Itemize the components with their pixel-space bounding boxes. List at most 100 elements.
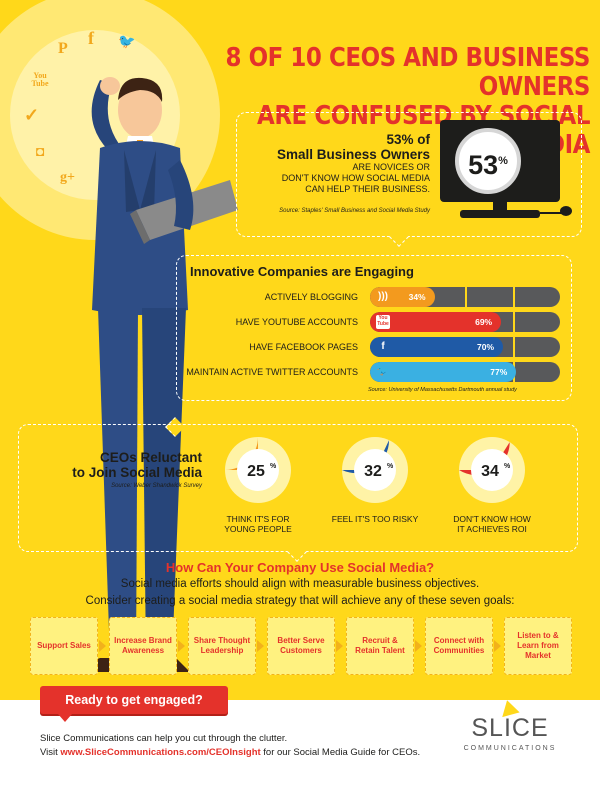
donut-value: 34 (481, 463, 499, 480)
bar-label: ACTIVELY BLOGGING (264, 292, 358, 302)
bar-value: 77% (490, 367, 508, 377)
donut-label-line-1: THINK IT'S FOR (226, 514, 290, 524)
bar-gridline (512, 312, 515, 332)
businessman-illustration (88, 77, 238, 672)
goal-arrow-icon (178, 640, 185, 652)
footer-line-1: Slice Communications can help you cut th… (40, 733, 288, 744)
bar-value: 70% (477, 342, 495, 352)
donut-label-line-1: FEEL IT'S TOO RISKY (331, 514, 419, 524)
goal-box: Recruit & Retain Talent (346, 617, 414, 675)
twitter-icon: 🐦 (118, 35, 136, 50)
donut-value: 25 (247, 463, 265, 480)
footer-line-2-post: for our Social Media Guide for CEOs. (260, 747, 421, 758)
donut-percent-sign: % (504, 463, 511, 470)
donut-label-line-2: YOUNG PEOPLE (224, 524, 292, 534)
small-business-text: ARE NOVICES OR DON'T KNOW HOW SOCIAL MED… (250, 162, 430, 195)
text-line-2: DON'T KNOW HOW SOCIAL MEDIA (281, 173, 430, 183)
how-line-2: Consider creating a social media strateg… (85, 595, 515, 607)
checkmark-icon: ✓ (24, 105, 40, 125)
donut-value: 32 (364, 463, 382, 480)
bar-fill (370, 362, 517, 382)
small-business-headline: 53% of Small Business Owners (250, 132, 430, 162)
googleplus-icon: g+ (60, 170, 75, 185)
ceos-source: Source: Weber Shandwick Survey (111, 483, 202, 489)
instagram-icon: ◘ (36, 145, 45, 160)
goal-box: Better Serve Customers (267, 617, 335, 675)
donut-percent-sign: % (270, 463, 277, 470)
innovative-source: Source: University of Massachusetts Dart… (368, 387, 517, 393)
donut-label-line-2: IT ACHIEVES ROI (457, 524, 527, 534)
text-line-3: CAN HELP THEIR BUSINESS. (305, 184, 430, 194)
goal-box: Listen to & Learn from Market (504, 617, 572, 675)
goal-arrow-icon (257, 640, 264, 652)
bar-label: HAVE FACEBOOK PAGES (249, 342, 358, 352)
percent-number: 53 (468, 150, 499, 180)
bar-value: 69% (475, 317, 493, 327)
bar-fill (370, 337, 503, 357)
bar-row: ACTIVELY BLOGGING ))) 34% (180, 287, 560, 307)
goal-arrow-icon (494, 640, 501, 652)
bar-track: ))) 34% (370, 287, 560, 307)
bar-label: MAINTAIN ACTIVE TWITTER ACCOUNTS (186, 367, 358, 377)
bar-track: 🐦 77% (370, 362, 560, 382)
how-line-1: Social media efforts should align with m… (120, 578, 480, 590)
ceos-heading: CEOs Reluctant to Join Social Media (52, 450, 202, 480)
goal-arrow-icon (415, 640, 422, 652)
donut-label-line-1: DON'T KNOW HOW (453, 514, 531, 524)
pinterest-icon: P (58, 40, 68, 57)
monitor-neck (493, 201, 507, 211)
small-business-percent: 53% (455, 128, 521, 194)
footer (0, 700, 600, 788)
cta-tail (58, 714, 72, 722)
donut-label: FEEL IT'S TOO RISKY (315, 514, 435, 524)
facebook-icon: f (88, 28, 94, 48)
donut-hole (354, 449, 396, 491)
bar-label: HAVE YOUTUBE ACCOUNTS (235, 317, 358, 327)
mouse-cord (540, 212, 570, 214)
how-heading: How Can Your Company Use Social Media? (165, 560, 435, 575)
donut-label: DON'T KNOW HOW IT ACHIEVES ROI (432, 514, 552, 534)
donut-label: THINK IT'S FOR YOUNG PEOPLE (198, 514, 318, 534)
rss-icon: ))) (378, 291, 388, 302)
title-line-1: 8 OF 10 CEOS AND BUSINESS OWNERS (225, 43, 591, 102)
bar-track: f 70% (370, 337, 560, 357)
goal-arrow-icon (336, 640, 343, 652)
bar-track: You Tube 69% (370, 312, 560, 332)
monitor-base (460, 210, 540, 218)
text-line-1: ARE NOVICES OR (352, 162, 430, 172)
bar-fill (370, 312, 502, 332)
logo-subtext: COMMUNICATIONS (463, 745, 557, 752)
headline-line-1: 53% of (386, 132, 430, 147)
bar-gridline (512, 337, 515, 357)
cta-banner[interactable]: Ready to get engaged? (40, 686, 228, 714)
footer-link[interactable]: www.SliceCommunications.com/CEOInsight (60, 747, 261, 758)
ceos-donuts: 25% 32% 34% (225, 437, 525, 503)
mouse-icon (560, 206, 572, 216)
innovative-heading: Innovative Companies are Engaging (190, 264, 414, 279)
ceos-heading-line-1: CEOs Reluctant (99, 450, 202, 465)
ceos-heading-line-2: to Join Social Media (72, 465, 202, 480)
bar-fill (370, 287, 435, 307)
youtube-icon: You Tube (31, 71, 49, 88)
small-business-panel (236, 112, 582, 237)
donut-percent-sign: % (387, 463, 394, 470)
footer-line-2-pre: Visit (40, 747, 61, 758)
twitter-icon: 🐦 (376, 366, 390, 377)
goal-box: Connect with Communities (425, 617, 493, 675)
goal-box: Increase Brand Awareness (109, 617, 177, 675)
small-business-source: Source: Staples' Small Business and Soci… (279, 208, 430, 214)
headline-line-2: Small Business Owners (276, 147, 430, 162)
bar-gridline (512, 287, 515, 307)
goal-box: Share Thought Leadership (188, 617, 256, 675)
percent-sign: % (498, 155, 508, 167)
youtube-icon: You Tube (376, 315, 390, 329)
bar-gridline (465, 287, 467, 307)
facebook-icon: f (381, 341, 385, 352)
goal-arrow-icon (99, 640, 106, 652)
logo-text: SLICE (471, 714, 549, 742)
donut-hole (237, 449, 279, 491)
donut-hole (471, 449, 513, 491)
bar-row: HAVE YOUTUBE ACCOUNTS You Tube 69% (180, 312, 560, 332)
goal-box: Support Sales (30, 617, 98, 675)
